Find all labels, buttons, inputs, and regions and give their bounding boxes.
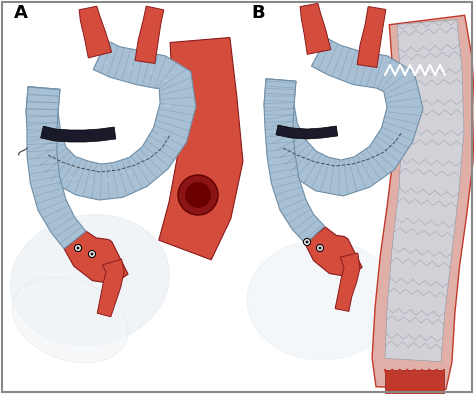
Circle shape: [306, 240, 309, 243]
Circle shape: [74, 245, 82, 251]
Polygon shape: [300, 4, 331, 54]
Polygon shape: [276, 125, 337, 139]
Polygon shape: [26, 87, 86, 249]
Circle shape: [89, 251, 95, 258]
Polygon shape: [159, 37, 243, 260]
Text: B: B: [251, 4, 264, 22]
Circle shape: [303, 238, 310, 245]
Polygon shape: [385, 370, 444, 394]
Polygon shape: [26, 41, 196, 200]
Polygon shape: [385, 20, 464, 362]
Polygon shape: [372, 15, 474, 389]
Polygon shape: [335, 253, 360, 311]
Circle shape: [319, 247, 321, 249]
Ellipse shape: [10, 214, 170, 346]
Circle shape: [317, 245, 323, 251]
Circle shape: [178, 175, 218, 215]
Circle shape: [76, 247, 80, 249]
Ellipse shape: [12, 277, 128, 363]
Polygon shape: [305, 227, 362, 277]
Circle shape: [91, 253, 93, 255]
Polygon shape: [64, 231, 128, 284]
Ellipse shape: [247, 240, 397, 360]
Polygon shape: [97, 259, 124, 317]
Text: A: A: [14, 4, 28, 22]
Polygon shape: [135, 6, 164, 63]
Polygon shape: [264, 38, 423, 196]
Polygon shape: [79, 6, 112, 58]
Polygon shape: [357, 7, 386, 67]
Polygon shape: [264, 79, 325, 244]
Circle shape: [185, 182, 211, 208]
Polygon shape: [41, 126, 116, 142]
